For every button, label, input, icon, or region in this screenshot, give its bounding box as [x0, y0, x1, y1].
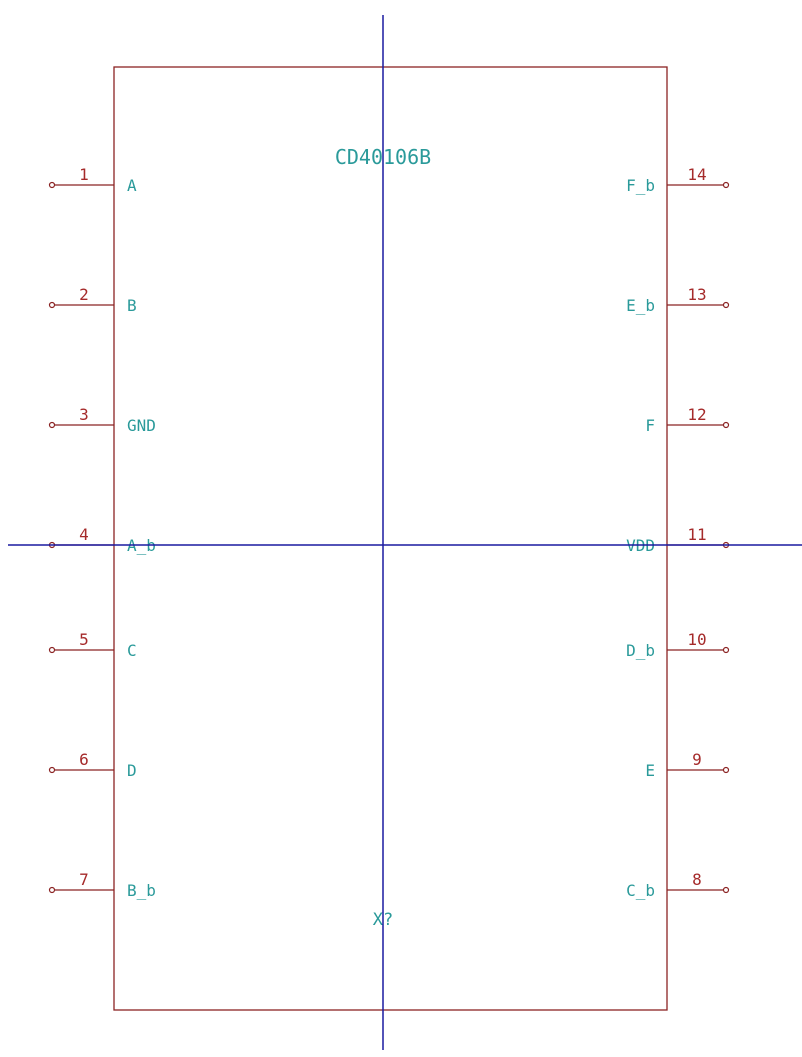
pin-number: 9 — [692, 750, 702, 769]
pin-number: 11 — [687, 525, 706, 544]
pin-name: B_b — [127, 881, 156, 900]
pin-name: F_b — [626, 176, 655, 195]
pin-end — [48, 886, 56, 894]
pin-name: D_b — [626, 641, 655, 660]
pin-number: 12 — [687, 405, 706, 424]
pin-number: 3 — [79, 405, 89, 424]
pin-end — [48, 766, 56, 774]
pin-name: E — [645, 761, 655, 780]
pin-end — [722, 646, 730, 654]
pin-number: 10 — [687, 630, 706, 649]
pin-end — [48, 301, 56, 309]
pin-name: GND — [127, 416, 156, 435]
pin-number: 13 — [687, 285, 706, 304]
pin-number: 7 — [79, 870, 89, 889]
pins: 1A2B3GND4A_b5C6D7B_b14F_b13E_b12F11VDD10… — [48, 165, 730, 900]
pin-end — [48, 181, 56, 189]
pin-number: 4 — [79, 525, 89, 544]
pin-end — [722, 181, 730, 189]
pin-end — [48, 646, 56, 654]
pin-end — [722, 766, 730, 774]
pin-number: 8 — [692, 870, 702, 889]
pin-end — [48, 421, 56, 429]
pin-end — [722, 421, 730, 429]
pin-name: E_b — [626, 296, 655, 315]
pin-name: A — [127, 176, 137, 195]
pin-number: 14 — [687, 165, 706, 184]
pin-number: 1 — [79, 165, 89, 184]
pin-name: B — [127, 296, 137, 315]
pin-number: 2 — [79, 285, 89, 304]
pin-number: 6 — [79, 750, 89, 769]
pin-end — [722, 301, 730, 309]
pin-name: D — [127, 761, 137, 780]
pin-end — [722, 886, 730, 894]
symbol-body — [113, 66, 668, 1011]
pin-name: F — [645, 416, 655, 435]
pin-name: C — [127, 641, 137, 660]
pin-name: C_b — [626, 881, 655, 900]
pin-number: 5 — [79, 630, 89, 649]
